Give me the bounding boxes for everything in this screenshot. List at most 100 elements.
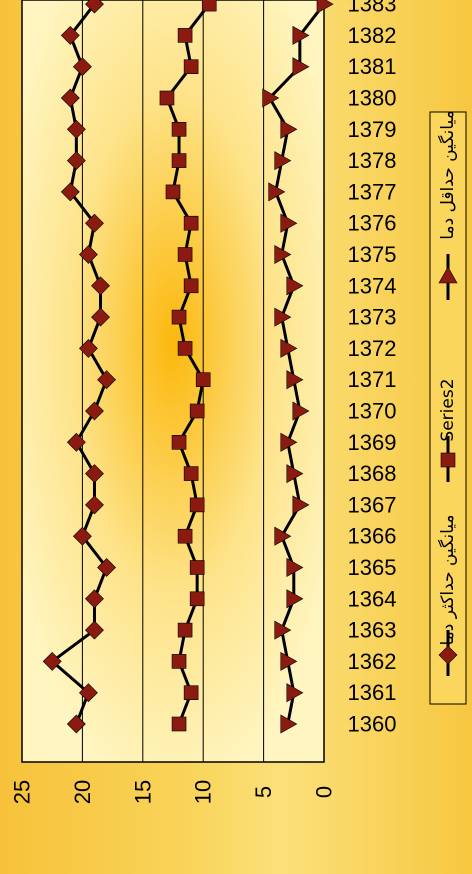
triangle-point — [286, 683, 304, 703]
category-axis: 1360 1361 1362 1363 1364 1365 1366 1367 1368 1369… — [348, 0, 397, 737]
category-tick-label: 1383 — [348, 0, 397, 17]
triangle-point — [286, 276, 304, 296]
legend-label: میانگین حداقل دما — [437, 110, 458, 239]
triangle-point — [286, 464, 304, 484]
diamond-point — [79, 338, 98, 358]
value-tick-label: 20 — [70, 780, 95, 804]
square-point — [177, 622, 193, 638]
diamond-point — [85, 589, 104, 609]
triangle-point — [274, 620, 292, 640]
category-tick-label: 1375 — [348, 242, 397, 267]
square-point — [183, 278, 199, 294]
category-tick-label: 1360 — [348, 712, 397, 737]
square-point — [177, 28, 193, 43]
triangle-point — [292, 57, 310, 77]
triangle-point — [280, 714, 298, 734]
diamond-point — [85, 495, 104, 515]
diamond-point — [66, 432, 86, 452]
category-tick-label: 1376 — [348, 211, 397, 236]
square-point — [165, 184, 181, 200]
value-tick-label: 5 — [251, 786, 276, 798]
triangle-point — [268, 182, 286, 202]
category-tick-label: 1372 — [348, 336, 397, 361]
triangle-point — [274, 151, 292, 171]
category-tick-label: 1363 — [348, 618, 397, 643]
square-point — [201, 0, 217, 12]
diamond-point — [97, 370, 116, 390]
triangle-point — [280, 213, 298, 233]
square-point — [159, 90, 175, 106]
legend: میانگین حداکثر دما Series2 میانگین حداقل د… — [429, 110, 467, 705]
diamond-point — [85, 0, 104, 14]
category-tick-label: 1370 — [348, 399, 397, 424]
legend-triangle-marker — [438, 266, 458, 284]
diamond-point — [85, 620, 104, 640]
diamond-point — [72, 526, 92, 546]
triangle-point — [280, 338, 298, 358]
triangle-point — [316, 0, 334, 14]
category-tick-label: 1366 — [348, 524, 397, 549]
square-point — [183, 685, 199, 701]
diamond-point — [85, 464, 104, 484]
triangle-point — [274, 526, 292, 546]
diamond-point — [72, 57, 92, 77]
triangle-point — [292, 401, 310, 421]
legend-diamond-marker — [438, 645, 458, 665]
category-tick-label: 1367 — [348, 492, 397, 517]
square-point — [183, 59, 199, 75]
series-2 — [159, 0, 217, 732]
category-tick-label: 1373 — [348, 305, 397, 330]
triangle-point — [286, 557, 304, 578]
category-tick-label: 1371 — [348, 367, 397, 392]
legend-label: Series2 — [438, 378, 458, 441]
triangle-point — [292, 495, 310, 515]
diamond-point — [66, 151, 86, 171]
diamond-point — [42, 651, 62, 671]
category-tick-label: 1365 — [348, 555, 397, 580]
legend-box — [429, 111, 467, 705]
square-point — [183, 466, 199, 481]
square-point — [189, 403, 205, 419]
category-tick-label: 1369 — [348, 430, 397, 455]
square-point — [195, 372, 211, 388]
diamond-point — [79, 683, 98, 703]
diamond-point — [91, 307, 110, 327]
diamond-point — [60, 88, 80, 108]
category-tick-label: 1361 — [348, 680, 397, 705]
square-point — [189, 497, 205, 513]
square-point — [183, 215, 199, 231]
category-tick-label: 1378 — [348, 148, 397, 173]
diamond-point — [85, 401, 104, 421]
square-point — [171, 654, 187, 669]
legend-item — [440, 436, 456, 482]
triangle-point — [280, 119, 298, 139]
diamond-point — [60, 182, 80, 202]
value-tick-label: 15 — [130, 780, 155, 804]
triangle-point — [286, 589, 304, 609]
category-tick-label: 1379 — [348, 117, 397, 142]
triangle-point — [274, 307, 292, 327]
square-point — [189, 560, 205, 575]
value-tick-label: 25 — [10, 780, 35, 804]
legend-label: میانگین حداکثر دما — [437, 514, 458, 645]
diamond-point — [60, 25, 80, 45]
square-point — [171, 309, 187, 325]
diamond-point — [91, 276, 110, 296]
triangle-point — [280, 432, 298, 452]
square-point — [171, 122, 187, 137]
diamond-point — [66, 714, 86, 734]
triangle-point — [280, 651, 298, 671]
category-tick-label: 1382 — [348, 23, 397, 48]
category-tick-label: 1362 — [348, 649, 397, 674]
category-tick-label: 1380 — [348, 86, 397, 111]
diamond-point — [79, 245, 98, 264]
diamond-point — [85, 213, 104, 233]
square-point — [177, 247, 193, 262]
triangle-point — [262, 88, 280, 108]
value-tick-label: 10 — [191, 780, 216, 804]
square-point — [189, 591, 205, 607]
square-point — [177, 341, 193, 356]
square-point — [171, 153, 187, 168]
category-tick-label: 1377 — [348, 179, 397, 204]
